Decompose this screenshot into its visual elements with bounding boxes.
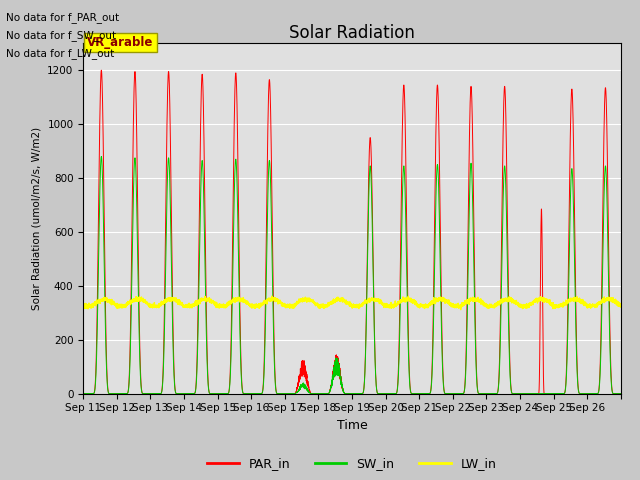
LW_in <box>500 297 508 302</box>
PAR_in <box>540 384 547 389</box>
Legend: PAR_in, SW_in, LW_in: PAR_in, SW_in, LW_in <box>202 452 502 475</box>
SW_in <box>97 154 105 159</box>
PAR_in <box>617 391 625 396</box>
SW_in <box>526 391 534 396</box>
SW_in <box>500 186 508 192</box>
SW_in <box>79 391 87 396</box>
PAR_in <box>526 391 534 396</box>
Text: No data for f_LW_out: No data for f_LW_out <box>6 48 115 60</box>
PAR_in <box>97 67 105 73</box>
SW_in <box>617 391 625 396</box>
Line: LW_in: LW_in <box>83 296 621 310</box>
SW_in <box>191 390 198 396</box>
LW_in <box>79 302 87 308</box>
LW_in <box>401 298 408 303</box>
PAR_in <box>191 390 198 396</box>
LW_in <box>191 302 198 308</box>
PAR_in <box>401 98 408 104</box>
LW_in <box>617 304 625 310</box>
LW_in <box>540 297 548 303</box>
SW_in <box>401 175 408 180</box>
Text: No data for f_SW_out: No data for f_SW_out <box>6 30 116 41</box>
LW_in <box>526 301 534 307</box>
PAR_in <box>372 376 380 382</box>
Text: No data for f_PAR_out: No data for f_PAR_out <box>6 12 120 23</box>
Line: SW_in: SW_in <box>83 156 621 394</box>
LW_in <box>372 297 380 303</box>
Line: PAR_in: PAR_in <box>83 70 621 394</box>
SW_in <box>372 377 380 383</box>
X-axis label: Time: Time <box>337 419 367 432</box>
Title: Solar Radiation: Solar Radiation <box>289 24 415 42</box>
PAR_in <box>500 114 508 120</box>
SW_in <box>540 391 547 396</box>
PAR_in <box>79 391 87 396</box>
LW_in <box>457 307 465 312</box>
Text: VR_arable: VR_arable <box>88 36 154 49</box>
LW_in <box>268 293 276 299</box>
Y-axis label: Solar Radiation (umol/m2/s, W/m2): Solar Radiation (umol/m2/s, W/m2) <box>31 127 42 310</box>
